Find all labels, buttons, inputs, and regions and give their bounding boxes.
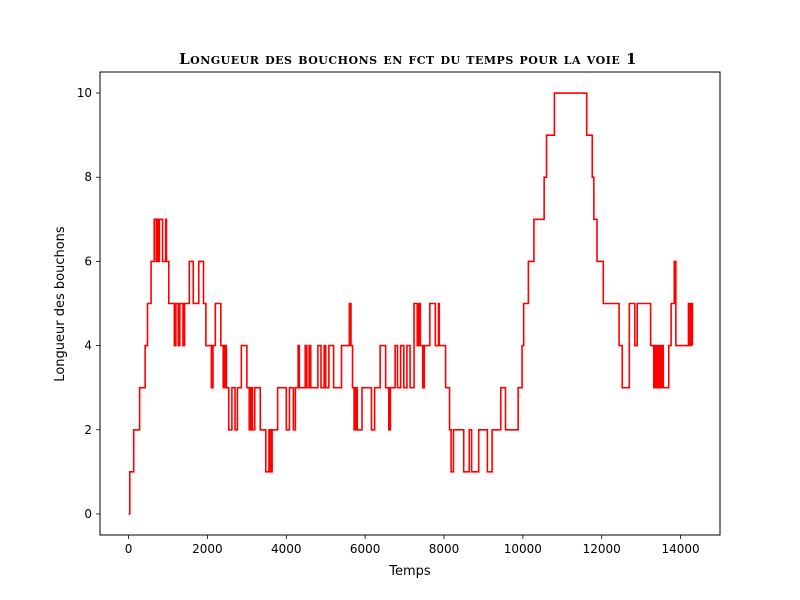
y-tick-label: 0 (84, 507, 92, 521)
x-tick-label: 2000 (192, 542, 223, 556)
y-tick-label: 2 (84, 423, 92, 437)
x-tick-label: 10000 (504, 542, 542, 556)
chart-title: Longueur des bouchons en fct du temps po… (179, 50, 637, 68)
x-tick-label: 12000 (583, 542, 621, 556)
plot-area-frame (99, 71, 721, 536)
plot-series (128, 92, 694, 515)
y-axis-label: Longueur des bouchons (53, 226, 68, 382)
x-tick-label: 14000 (661, 542, 699, 556)
series-line-0 (128, 92, 694, 515)
y-tick-label: 6 (84, 254, 92, 268)
y-axis-ticks: 0 2 4 6 8 10 (77, 86, 100, 521)
y-tick-label: 10 (77, 86, 92, 100)
x-axis-label: Temps (388, 564, 431, 579)
x-tick-label: 6000 (350, 542, 381, 556)
x-axis-ticks: 0 2000 4000 6000 8000 10000 12000 14000 (125, 535, 700, 556)
y-tick-label: 4 (84, 339, 92, 353)
x-tick-label: 0 (125, 542, 133, 556)
y-tick-label: 8 (84, 170, 92, 184)
x-tick-label: 4000 (271, 542, 302, 556)
x-tick-label: 8000 (429, 542, 460, 556)
